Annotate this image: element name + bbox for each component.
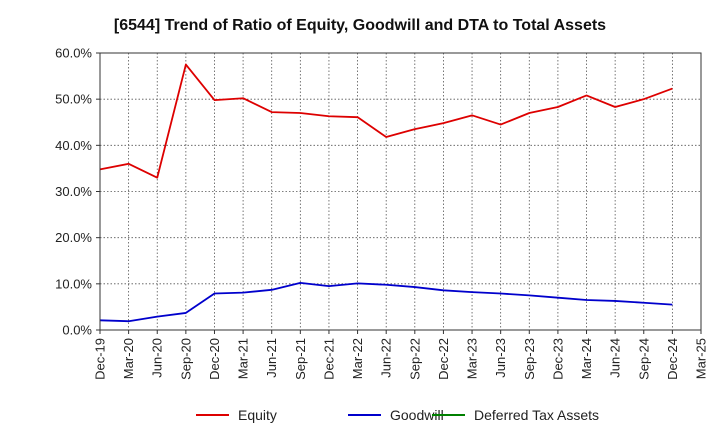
x-tick-label: Dec-24 xyxy=(665,338,680,380)
y-axis-ticks: 0.0% 10.0% 20.0% 30.0% 40.0% 50.0% 60.0% xyxy=(55,46,100,338)
x-tick-label: Dec-19 xyxy=(93,338,108,380)
x-axis-ticks: Dec-19 Mar-20 Jun-20 Sep-20 Dec-20 Mar-21 Jun-… xyxy=(93,330,709,380)
x-tick-label: Sep-20 xyxy=(178,338,193,380)
plot-frame xyxy=(99,52,702,331)
x-tick-label: Dec-23 xyxy=(550,338,565,380)
x-tick-label: Jun-22 xyxy=(379,338,394,378)
x-tick-label: Sep-22 xyxy=(407,338,422,380)
y-tick-label: 60.0% xyxy=(55,46,92,61)
y-tick-label: 20.0% xyxy=(55,230,92,245)
x-tick-label: Jun-20 xyxy=(150,338,165,378)
x-tick-label: Mar-20 xyxy=(121,338,136,379)
legend-label-equity: Equity xyxy=(238,407,277,423)
x-tick-label: Jun-23 xyxy=(493,338,508,378)
legend: Equity Goodwill Deferred Tax Assets xyxy=(196,407,599,423)
x-tick-label: Mar-25 xyxy=(694,338,709,379)
y-tick-label: 40.0% xyxy=(55,138,92,153)
x-tick-label: Mar-24 xyxy=(579,338,594,379)
series-line-equity xyxy=(99,63,673,179)
x-tick-label: Sep-24 xyxy=(636,338,651,380)
x-tick-label: Mar-22 xyxy=(350,338,365,379)
chart-title: [6544] Trend of Ratio of Equity, Goodwil… xyxy=(114,17,606,34)
series-lines xyxy=(99,63,673,323)
x-tick-label: Mar-21 xyxy=(236,338,251,379)
gridlines xyxy=(100,53,701,330)
x-tick-label: Dec-21 xyxy=(321,338,336,380)
x-tick-label: Mar-23 xyxy=(465,338,480,379)
x-tick-label: Dec-22 xyxy=(436,338,451,380)
x-tick-label: Jun-21 xyxy=(264,338,279,378)
x-tick-label: Sep-23 xyxy=(522,338,537,380)
legend-label-goodwill: Goodwill xyxy=(390,407,444,423)
legend-label-deferred-tax-assets: Deferred Tax Assets xyxy=(474,407,599,423)
y-tick-label: 50.0% xyxy=(55,92,92,107)
y-tick-label: 10.0% xyxy=(55,276,92,291)
x-tick-label: Sep-21 xyxy=(293,338,308,380)
y-tick-label: 30.0% xyxy=(55,184,92,199)
y-tick-label: 0.0% xyxy=(62,323,92,338)
x-tick-label: Jun-24 xyxy=(608,338,623,378)
x-tick-label: Dec-20 xyxy=(207,338,222,380)
series-line-goodwill xyxy=(99,282,673,323)
